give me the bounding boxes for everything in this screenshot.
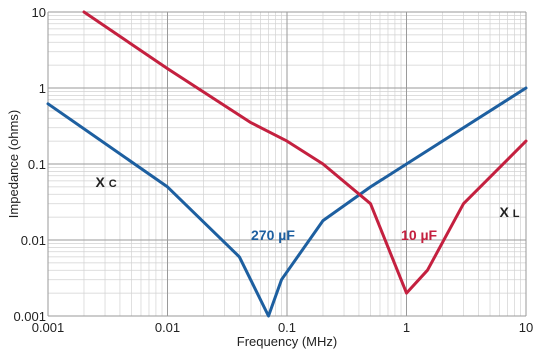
x-tick-label: 0.01	[155, 320, 180, 335]
y-tick-label: 10	[32, 5, 46, 20]
annotation-1: X L	[499, 204, 519, 220]
annotation-0: X C	[96, 174, 117, 190]
annotation-3: 10 µF	[401, 227, 438, 243]
x-tick-label: 10	[519, 320, 533, 335]
y-tick-label: 0.01	[21, 233, 46, 248]
y-tick-label: 0.001	[13, 309, 46, 324]
series-line-1	[84, 12, 526, 293]
y-axis-label: Impedance (ohms)	[6, 110, 21, 218]
y-tick-label: 1	[39, 81, 46, 96]
x-tick-label: 0.1	[278, 320, 296, 335]
x-tick-label: 1	[403, 320, 410, 335]
annotations: X C X L 270 µF 10 µF	[96, 174, 520, 243]
annotation-2: 270 µF	[251, 227, 295, 243]
x-axis-label: Frequency (MHz)	[237, 334, 337, 349]
y-tick-label: 0.1	[28, 157, 46, 172]
